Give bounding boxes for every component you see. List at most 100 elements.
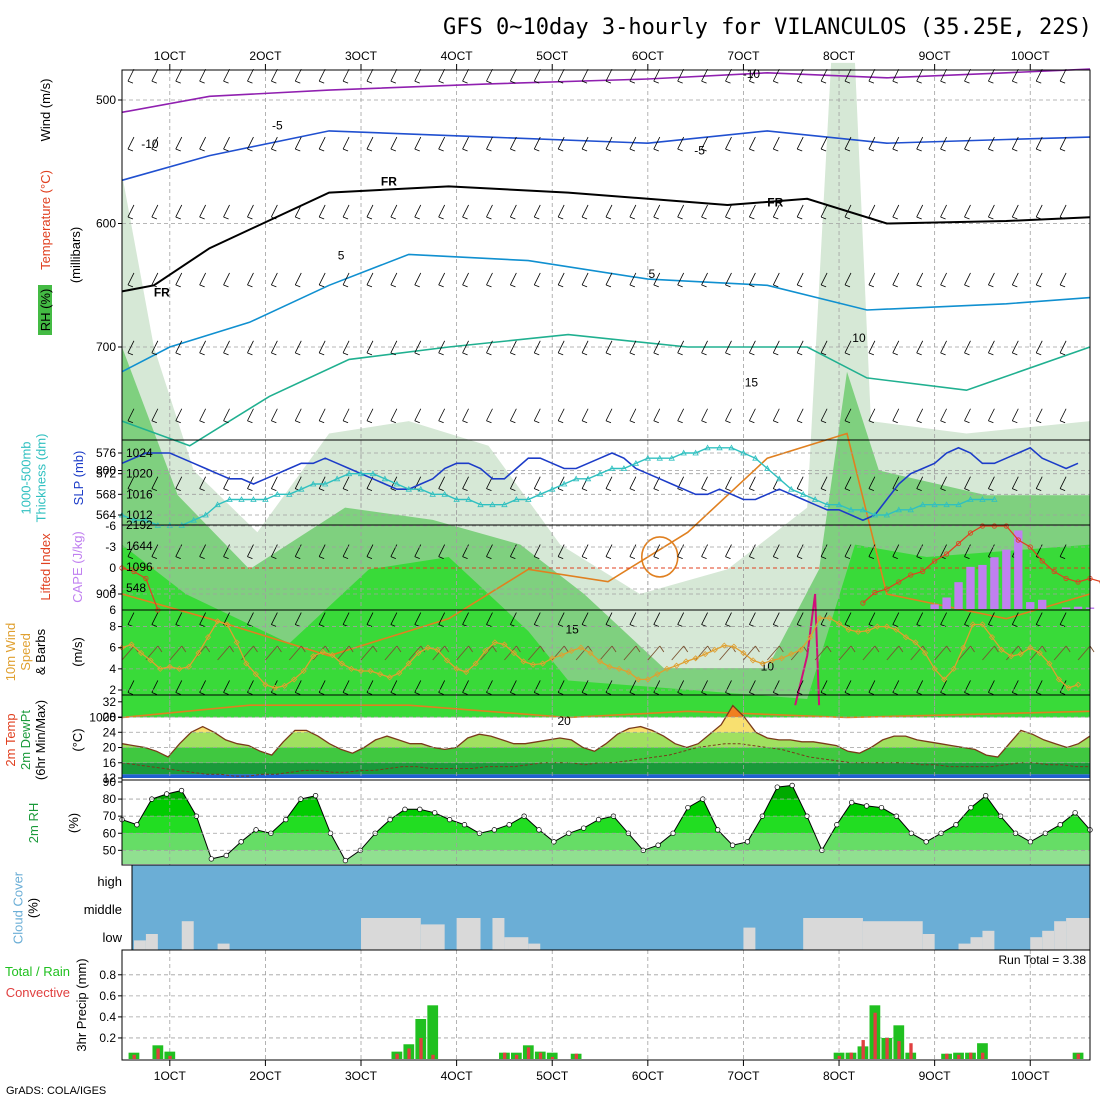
wind-barb — [414, 148, 420, 152]
wind-barb — [605, 148, 612, 152]
wind-barb — [342, 556, 349, 559]
wind-barb — [797, 216, 803, 220]
wind-marker — [778, 655, 785, 662]
li-marker — [955, 540, 962, 547]
rh-marker — [789, 782, 795, 789]
wind-barb — [557, 680, 565, 693]
wind-barb — [175, 352, 181, 356]
wind-barb — [127, 148, 134, 152]
wind-barb — [319, 284, 325, 288]
wind-barb — [468, 645, 473, 653]
wind-barb — [366, 680, 374, 693]
wind-barb — [677, 80, 683, 84]
wind-barb — [844, 284, 851, 288]
wind-barb — [940, 352, 946, 356]
wind-marker — [663, 665, 671, 672]
wind-barb — [677, 136, 685, 150]
wind-barb — [199, 80, 205, 84]
wind-barb — [964, 148, 970, 152]
wind-barb — [964, 624, 970, 627]
wind-barb — [151, 612, 159, 625]
isotherm-line — [121, 704, 1091, 719]
thickness-marker — [369, 470, 377, 477]
wind-barb — [701, 544, 708, 557]
wind-marker — [501, 641, 508, 648]
rh-marker — [253, 827, 259, 833]
isotherm-line — [121, 185, 1091, 293]
wind-barb — [820, 352, 827, 356]
wind-barb — [629, 680, 637, 693]
wind-barb — [151, 204, 159, 218]
precip-convective-bar — [873, 1012, 877, 1059]
wind-barb — [366, 408, 374, 421]
wind-barb — [504, 645, 517, 661]
wind-barb — [797, 556, 803, 559]
wind-barb — [438, 680, 446, 693]
wind-barb — [653, 204, 661, 218]
wind-barb — [199, 272, 207, 286]
wind-barb — [892, 420, 898, 424]
wind-barb — [486, 692, 492, 695]
thickness-marker — [537, 491, 544, 497]
wind-barb — [653, 216, 659, 220]
wind-barb — [151, 148, 158, 152]
rh-marker — [729, 842, 736, 848]
wind-barb — [1012, 624, 1018, 627]
precip-frame — [121, 949, 1091, 1061]
wind-barb — [438, 284, 444, 288]
wind-barb — [318, 408, 326, 421]
wind-barb — [796, 476, 804, 489]
wind-barb — [892, 352, 898, 356]
isotherm-label: FR — [154, 285, 170, 299]
wind-marker — [1065, 684, 1072, 691]
wind-marker — [902, 634, 910, 641]
precip-convective-bar — [132, 1054, 136, 1059]
wind-barb — [1059, 680, 1067, 693]
wind-barb — [151, 680, 159, 693]
wind-barb — [318, 68, 326, 82]
wind-barb — [677, 148, 683, 152]
wind-barb — [319, 420, 325, 424]
wind-barb — [217, 645, 230, 661]
li-marker — [991, 523, 997, 529]
wind-marker — [644, 676, 651, 683]
rh-band — [122, 850, 1090, 864]
wind-barb — [749, 136, 756, 150]
wind-barb — [271, 408, 278, 421]
wind-barb — [127, 488, 134, 492]
precip-convective-bar — [957, 1054, 961, 1059]
wind-barb — [534, 556, 540, 559]
wind-barb — [629, 340, 637, 354]
wind-barb — [725, 624, 731, 627]
tick-label-cape: 548 — [126, 581, 146, 595]
rh-marker — [953, 822, 959, 828]
wind-barb — [462, 204, 469, 218]
wind-marker — [348, 665, 355, 672]
wind-barb — [629, 204, 637, 218]
thickness-marker — [632, 460, 640, 466]
wind-barb — [772, 340, 780, 354]
wind-marker — [749, 657, 757, 664]
wind-barb — [1059, 476, 1067, 489]
x-tick-label-top: 10OCT — [1011, 49, 1050, 63]
wind-barb — [510, 476, 517, 489]
wind-barb — [175, 488, 181, 492]
wind-barb — [629, 80, 636, 84]
thickness-marker — [955, 501, 962, 508]
rh-legend-swatch — [38, 285, 52, 335]
wind-barb — [127, 612, 135, 625]
rh-band — [122, 785, 1090, 800]
x-tick-label-bottom: 2OCT — [249, 1069, 282, 1083]
thickness-marker — [716, 444, 723, 451]
wind-barb — [486, 352, 492, 356]
wind-barb — [175, 420, 181, 424]
thickness-marker — [489, 501, 496, 508]
wind-barb — [653, 68, 661, 82]
rh-marker — [134, 822, 140, 828]
wind-barb — [175, 136, 183, 150]
wind-barb — [647, 645, 661, 661]
wind-barb — [438, 692, 444, 695]
wind-barb — [414, 692, 420, 695]
li-marker — [920, 568, 926, 575]
